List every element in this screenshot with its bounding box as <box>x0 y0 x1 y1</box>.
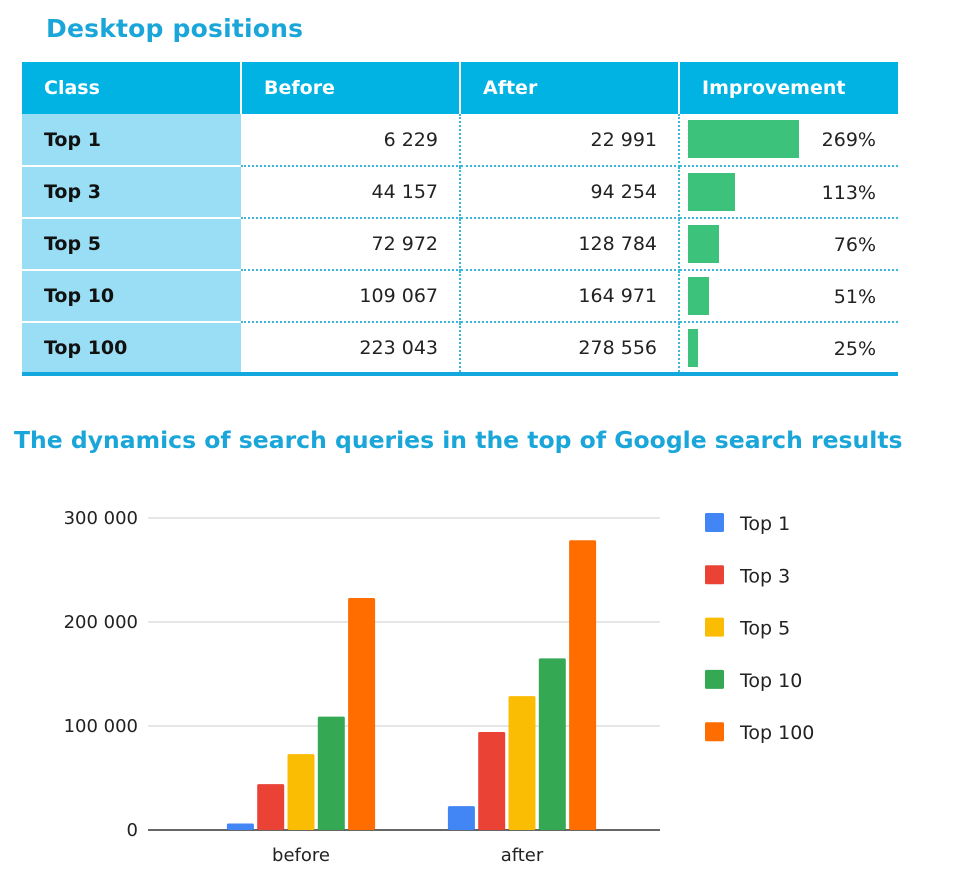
bar-before-top-3 <box>257 784 285 830</box>
header-improvement: Improvement <box>679 62 898 114</box>
legend-label: Top 10 <box>739 670 802 692</box>
improvement-percent: 76% <box>833 234 876 256</box>
class-cell: Top 1 <box>22 114 241 167</box>
improvement-cell: 76% <box>679 218 898 271</box>
table-title: Desktop positions <box>46 14 304 43</box>
improvement-bar <box>688 120 799 158</box>
improvement-cell: 51% <box>679 270 898 323</box>
before-cell: 109 067 <box>241 270 461 323</box>
bar-before-top-10 <box>317 716 345 830</box>
before-cell: 44 157 <box>241 166 461 219</box>
improvement-bar <box>688 173 735 211</box>
y-tick-label: 0 <box>127 820 138 841</box>
before-cell: 72 972 <box>241 218 461 271</box>
bar-after-top-3 <box>478 731 506 830</box>
improvement-bar <box>688 329 699 367</box>
chart-title: The dynamics of search queries in the to… <box>14 426 903 454</box>
legend-swatch <box>705 669 724 689</box>
table-row: Top 3 44 157 94 254 113% <box>22 166 898 219</box>
legend-swatch <box>705 565 724 585</box>
bar-after-top-1 <box>447 806 475 830</box>
bar-chart: 0 100 000 200 000 300 000 before after Top 1… <box>64 508 815 866</box>
improvement-percent: 51% <box>833 286 876 308</box>
y-tick-label: 300 000 <box>64 508 138 529</box>
after-cell: 22 991 <box>460 114 680 167</box>
legend-label: Top 100 <box>739 722 814 744</box>
legend-label: Top 5 <box>739 618 790 640</box>
header-class: Class <box>22 62 242 114</box>
bar-before-top-1 <box>226 823 254 830</box>
improvement-cell: 25% <box>679 322 898 374</box>
x-axis-ticks: before after <box>272 845 544 866</box>
class-cell: Top 3 <box>22 166 241 219</box>
table-row: Top 100 223 043 278 556 25% <box>22 322 898 374</box>
improvement-bar <box>688 277 710 315</box>
legend: Top 1 Top 3 Top 5 Top 10 Top 100 <box>705 513 814 744</box>
improvement-percent: 113% <box>821 182 876 204</box>
bar-after-top-100 <box>569 540 597 830</box>
after-cell: 128 784 <box>460 218 680 271</box>
header-after: After <box>460 62 680 114</box>
table-row: Top 1 6 229 22 991 269% <box>22 114 898 167</box>
class-cell: Top 5 <box>22 218 241 271</box>
after-cell: 278 556 <box>460 322 680 374</box>
before-cell: 223 043 <box>241 322 461 374</box>
legend-swatch <box>705 617 724 637</box>
improvement-cell: 269% <box>679 114 898 167</box>
bar-after-top-10 <box>538 658 566 830</box>
header-before: Before <box>241 62 461 114</box>
class-cell: Top 100 <box>22 322 241 374</box>
improvement-percent: 25% <box>833 338 876 360</box>
y-tick-label: 200 000 <box>64 612 138 633</box>
legend-label: Top 1 <box>739 513 790 535</box>
bar-after-top-5 <box>508 696 536 830</box>
bars <box>226 540 597 830</box>
x-tick-label: before <box>272 845 330 866</box>
table-header-row: Class Before After Improvement <box>22 62 898 114</box>
legend-label: Top 3 <box>739 565 790 587</box>
improvement-percent: 269% <box>821 129 876 151</box>
legend-swatch <box>705 513 724 532</box>
bar-before-top-100 <box>348 598 376 830</box>
y-tick-label: 100 000 <box>64 716 138 737</box>
after-cell: 164 971 <box>460 270 680 323</box>
bar-before-top-5 <box>287 754 315 830</box>
class-cell: Top 10 <box>22 270 241 323</box>
table-row: Top 10 109 067 164 971 51% <box>22 270 898 323</box>
desktop-positions-table: Class Before After Improvement Top 1 6 2… <box>22 62 898 376</box>
x-tick-label: after <box>501 845 544 866</box>
table-row: Top 5 72 972 128 784 76% <box>22 218 898 271</box>
after-cell: 94 254 <box>460 166 680 219</box>
before-cell: 6 229 <box>241 114 461 167</box>
improvement-cell: 113% <box>679 166 898 219</box>
y-axis-ticks: 0 100 000 200 000 300 000 <box>64 508 138 841</box>
improvement-bar <box>688 225 720 263</box>
legend-swatch <box>705 722 724 742</box>
